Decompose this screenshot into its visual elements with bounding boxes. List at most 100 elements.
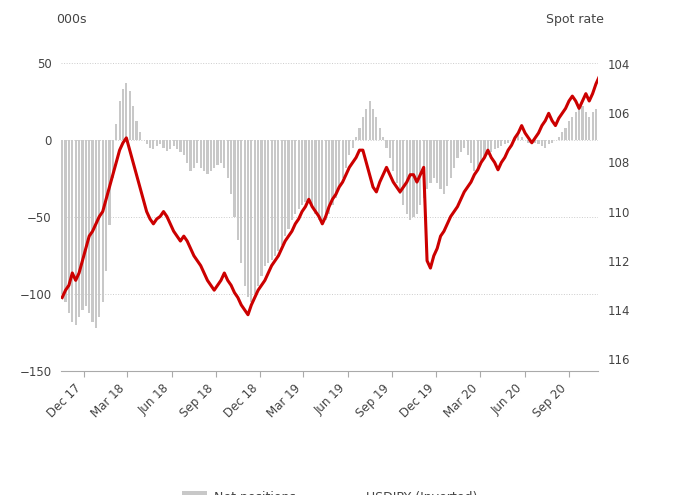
- Bar: [355, 137, 357, 140]
- Bar: [619, 117, 621, 140]
- Bar: [592, 112, 594, 140]
- Bar: [159, 140, 161, 145]
- Bar: [517, 135, 520, 140]
- Bar: [78, 140, 80, 317]
- Bar: [223, 140, 226, 168]
- Bar: [129, 91, 131, 140]
- Bar: [335, 140, 337, 198]
- Bar: [389, 140, 391, 158]
- Bar: [504, 140, 506, 145]
- Bar: [588, 117, 590, 140]
- Bar: [432, 140, 435, 178]
- Bar: [176, 140, 178, 149]
- Bar: [305, 140, 307, 201]
- Bar: [490, 140, 492, 152]
- Bar: [530, 140, 533, 145]
- Bar: [609, 112, 611, 140]
- Bar: [365, 109, 367, 140]
- Bar: [108, 140, 111, 225]
- Bar: [291, 140, 293, 220]
- Bar: [82, 140, 84, 309]
- Bar: [443, 140, 445, 194]
- Bar: [615, 121, 617, 140]
- Bar: [267, 140, 269, 263]
- Bar: [193, 140, 195, 168]
- Bar: [200, 140, 202, 168]
- Bar: [396, 140, 398, 183]
- Bar: [338, 140, 340, 189]
- Bar: [118, 101, 120, 140]
- Bar: [135, 121, 137, 140]
- Bar: [551, 140, 553, 143]
- Bar: [564, 128, 566, 140]
- Bar: [419, 140, 422, 204]
- Bar: [226, 140, 228, 178]
- Bar: [413, 140, 415, 217]
- Bar: [605, 106, 607, 140]
- Bar: [392, 140, 394, 171]
- Bar: [321, 140, 324, 225]
- Bar: [372, 109, 374, 140]
- Bar: [497, 140, 499, 148]
- Bar: [595, 109, 597, 140]
- Bar: [311, 140, 313, 204]
- Bar: [514, 137, 516, 140]
- Bar: [68, 140, 70, 313]
- Bar: [257, 140, 259, 287]
- Bar: [95, 140, 97, 328]
- Bar: [483, 140, 486, 158]
- Bar: [429, 140, 432, 183]
- Text: Spot rate: Spot rate: [546, 13, 604, 26]
- Bar: [568, 121, 570, 140]
- Bar: [416, 140, 418, 214]
- Bar: [247, 140, 249, 297]
- Bar: [598, 106, 600, 140]
- Bar: [409, 140, 411, 220]
- Bar: [328, 140, 330, 214]
- Bar: [399, 140, 401, 194]
- Bar: [98, 140, 101, 317]
- Bar: [173, 140, 175, 146]
- Bar: [260, 140, 262, 276]
- Bar: [581, 106, 583, 140]
- Bar: [209, 140, 212, 171]
- Bar: [139, 132, 141, 140]
- Bar: [274, 140, 276, 255]
- Bar: [622, 112, 624, 140]
- Bar: [169, 140, 171, 149]
- Bar: [466, 140, 469, 155]
- Bar: [369, 101, 371, 140]
- Bar: [166, 140, 168, 150]
- Bar: [585, 112, 587, 140]
- Bar: [426, 140, 428, 189]
- Bar: [324, 140, 327, 220]
- Bar: [105, 140, 107, 271]
- Legend: Net positions, USDJPY (Inverted): Net positions, USDJPY (Inverted): [182, 492, 477, 495]
- Bar: [626, 109, 628, 140]
- Bar: [213, 140, 216, 168]
- Bar: [534, 140, 537, 143]
- Bar: [403, 140, 405, 204]
- Bar: [298, 140, 300, 209]
- Bar: [507, 140, 509, 143]
- Bar: [463, 140, 465, 148]
- Bar: [494, 140, 496, 149]
- Bar: [521, 137, 523, 140]
- Bar: [453, 140, 455, 168]
- Bar: [183, 140, 185, 155]
- Bar: [470, 140, 472, 163]
- Bar: [149, 140, 151, 148]
- Bar: [473, 140, 475, 171]
- Bar: [527, 140, 530, 143]
- Bar: [281, 140, 283, 245]
- Bar: [487, 140, 489, 155]
- Bar: [358, 128, 360, 140]
- Bar: [277, 140, 279, 251]
- Bar: [612, 117, 614, 140]
- Bar: [547, 140, 549, 145]
- Bar: [132, 106, 134, 140]
- Bar: [237, 140, 239, 240]
- Bar: [449, 140, 452, 178]
- Bar: [578, 109, 580, 140]
- Bar: [294, 140, 296, 214]
